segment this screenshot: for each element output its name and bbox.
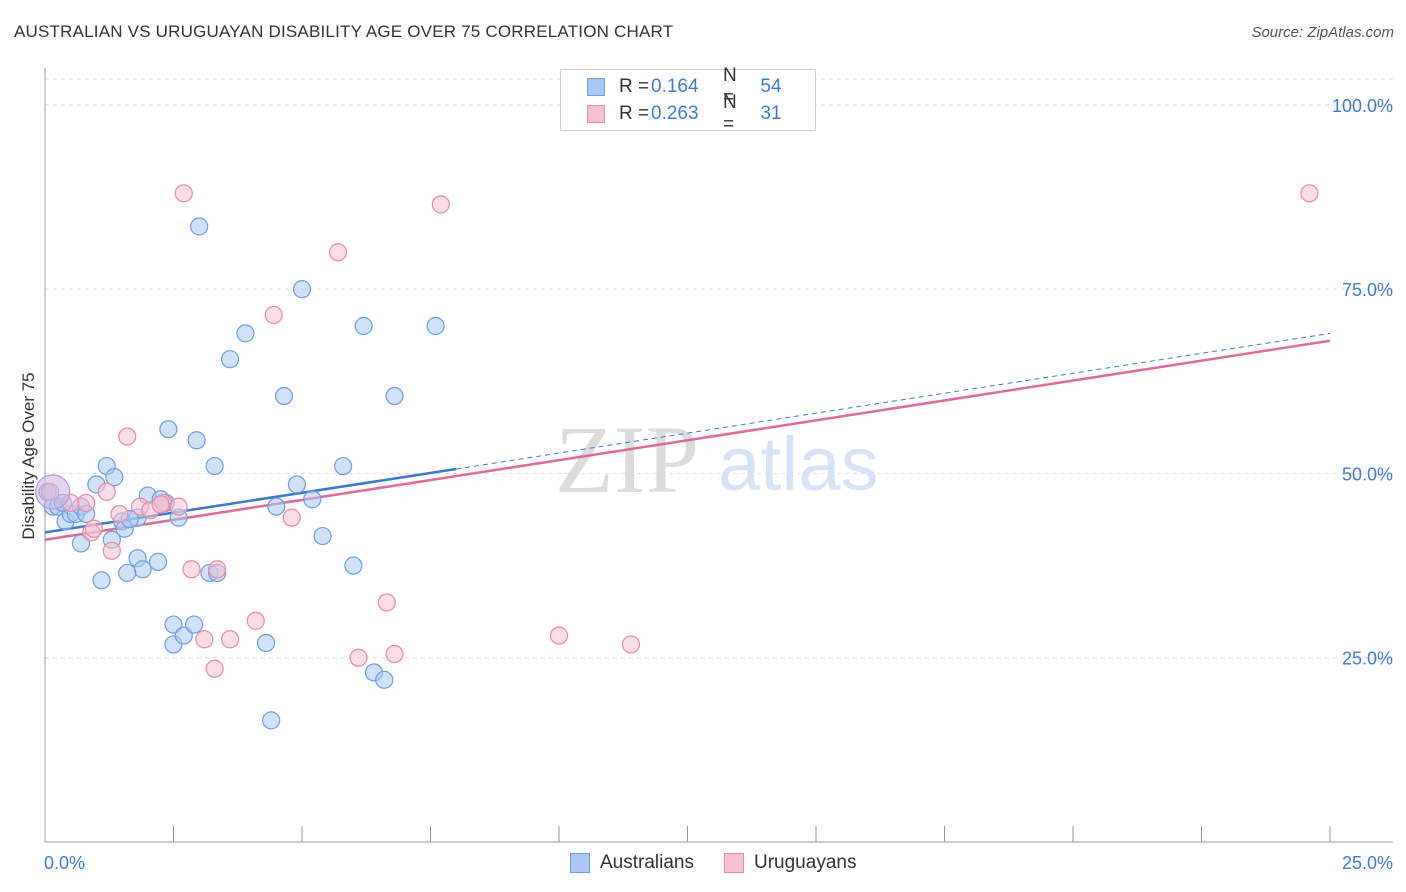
point-cluster <box>35 474 71 510</box>
watermark: ZIP atlas <box>555 406 879 513</box>
point-australians <box>375 670 394 689</box>
point-uruguayans <box>282 508 301 527</box>
legend-n-label: N = <box>723 92 737 135</box>
point-uruguayans <box>549 626 569 645</box>
point-australians <box>187 431 206 450</box>
point-australians <box>385 386 404 406</box>
y-tick-label: 25.0% <box>1342 649 1393 669</box>
legend-swatch-australians <box>570 853 590 873</box>
point-uruguayans <box>169 497 188 516</box>
point-australians <box>220 350 240 369</box>
point-uruguayans <box>1300 184 1319 203</box>
point-uruguayans <box>220 630 240 649</box>
legend-label-australians: Australians <box>600 852 694 873</box>
axes: 25.0% 50.0% 75.0% 100.0% <box>44 68 1393 843</box>
point-australians <box>426 316 445 336</box>
point-australians <box>256 633 276 653</box>
point-australians <box>184 615 204 634</box>
point-australians <box>236 324 255 343</box>
point-uruguayans <box>328 243 348 262</box>
point-uruguayans <box>102 541 121 560</box>
point-australians <box>118 563 137 583</box>
point-uruguayans <box>377 593 396 612</box>
legend-r-value: 0.164 <box>651 76 699 97</box>
legend-row-australians: R = 0.164 N = 54 <box>587 65 789 108</box>
legend-item-uruguayans[interactable]: Uruguayans <box>724 852 856 874</box>
x-tick-right: 25.0% <box>1342 853 1393 873</box>
point-australians <box>303 490 322 509</box>
source-label: Source: ZipAtlas.com <box>1251 24 1394 41</box>
point-australians <box>133 560 152 579</box>
point-australians <box>334 456 353 476</box>
legend-swatch-uruguayans <box>724 853 744 873</box>
y-tick-label: 50.0% <box>1342 464 1393 484</box>
point-uruguayans <box>195 630 214 649</box>
legend-n-value: 54 <box>760 76 782 97</box>
correlation-legend: R = 0.164 N = 54 R = 0.263 N = 31 <box>560 65 816 135</box>
trend-extension-australians <box>456 332 1331 470</box>
legend-r-value: 0.263 <box>651 103 699 124</box>
legend-row-uruguayans: R = 0.263 N = 31 <box>587 92 789 135</box>
legend-swatch-uruguayans <box>587 105 605 123</box>
watermark-atlas: atlas <box>718 422 879 507</box>
chart-title: AUSTRALIAN VS URUGUAYAN DISABILITY AGE O… <box>14 22 674 41</box>
point-australians <box>92 571 111 590</box>
x-tick-left: 0.0% <box>44 853 85 873</box>
series-legend: Australians Uruguayans <box>570 852 886 874</box>
y-tick-label: 100.0% <box>1332 96 1393 116</box>
point-uruguayans <box>110 504 129 524</box>
point-australians <box>274 386 294 406</box>
point-australians <box>267 497 286 516</box>
legend-r-label: R = <box>619 103 650 124</box>
point-australians <box>148 552 168 571</box>
point-uruguayans <box>205 659 224 678</box>
y-tick-label: 75.0% <box>1342 280 1393 300</box>
point-uruguayans <box>151 495 170 514</box>
point-uruguayans <box>77 493 96 513</box>
point-australians <box>190 217 209 236</box>
legend-n-label: N = <box>723 65 737 108</box>
point-uruguayans <box>431 195 450 214</box>
point-australians <box>313 526 332 546</box>
grid-lines <box>45 78 1393 659</box>
point-australians <box>344 556 363 575</box>
point-uruguayans <box>84 519 103 538</box>
point-uruguayans <box>264 305 283 325</box>
legend-n-value: 31 <box>760 103 782 124</box>
point-australians <box>287 475 306 494</box>
point-australians <box>105 468 124 487</box>
legend-r-label: R = <box>619 76 650 97</box>
point-australians <box>292 280 312 299</box>
data-points <box>35 184 1319 730</box>
legend-item-australians[interactable]: Australians <box>570 852 694 874</box>
legend-label-uruguayans: Uruguayans <box>754 852 857 873</box>
point-uruguayans <box>208 560 227 579</box>
point-australians <box>205 456 224 476</box>
point-uruguayans <box>349 648 368 667</box>
point-uruguayans <box>182 560 201 579</box>
legend-swatch-australians <box>587 78 605 96</box>
point-australians <box>354 316 373 336</box>
point-uruguayans <box>118 427 137 446</box>
point-uruguayans <box>621 635 641 654</box>
watermark-zip: ZIP <box>555 406 699 513</box>
point-australians <box>262 711 281 730</box>
point-australians <box>159 420 178 439</box>
point-uruguayans <box>97 482 116 501</box>
point-uruguayans <box>246 611 265 630</box>
point-uruguayans <box>174 184 193 203</box>
trend-line-uruguayans <box>44 339 1331 542</box>
point-uruguayans <box>385 644 404 664</box>
y-axis-label: Disability Age Over 75 <box>19 372 38 539</box>
